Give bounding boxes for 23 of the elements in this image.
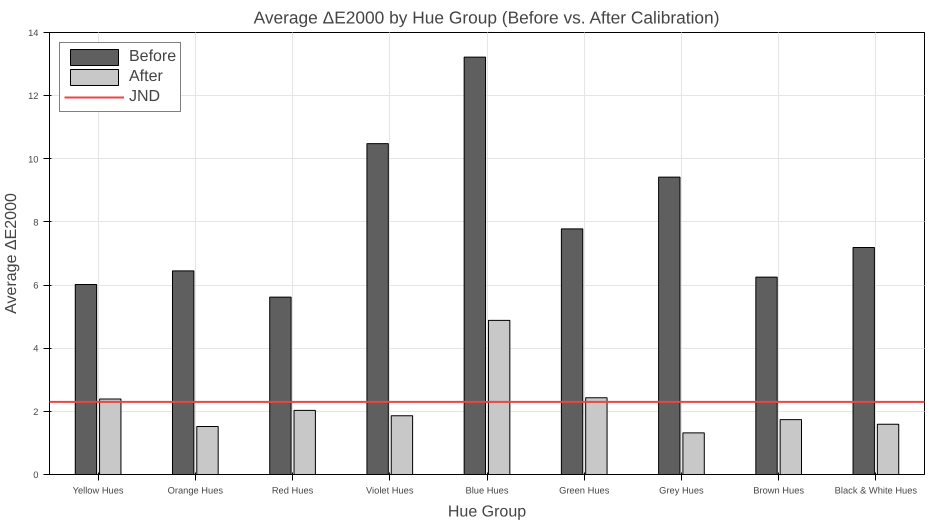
y-tick-label: 8	[33, 217, 39, 228]
legend-label: After	[129, 68, 163, 86]
chart-title: Average ΔE2000 by Hue Group (Before vs. After Calibration)	[254, 8, 720, 28]
legend-label: Before	[129, 48, 176, 66]
y-tick-label: 6	[33, 280, 39, 291]
x-tick-label: Black & White Hues	[834, 486, 918, 496]
y-tick-label: 4	[33, 344, 39, 354]
x-tick-label: Violet Hues	[366, 486, 414, 496]
y-tick-label: 0	[33, 470, 39, 480]
y-tick-label: 2	[33, 406, 39, 417]
y-axis-title: Average ΔE2000	[3, 193, 20, 314]
x-axis-title: Hue Group	[448, 504, 526, 520]
y-tick-label: 10	[28, 154, 39, 164]
x-tick-label: Yellow Hues	[72, 486, 124, 496]
y-tick-label: 12	[28, 91, 39, 102]
x-tick-label: Red Hues	[272, 486, 314, 496]
x-tick-label: Green Hues	[559, 486, 610, 496]
x-tick-label: Orange Hues	[168, 486, 224, 496]
y-tick-label: 14	[28, 28, 39, 38]
x-tick-label: Brown Hues	[753, 486, 804, 496]
x-tick-label: Blue Hues	[465, 486, 509, 496]
legend-label: JND	[129, 88, 160, 106]
x-tick-label: Grey Hues	[659, 486, 704, 496]
